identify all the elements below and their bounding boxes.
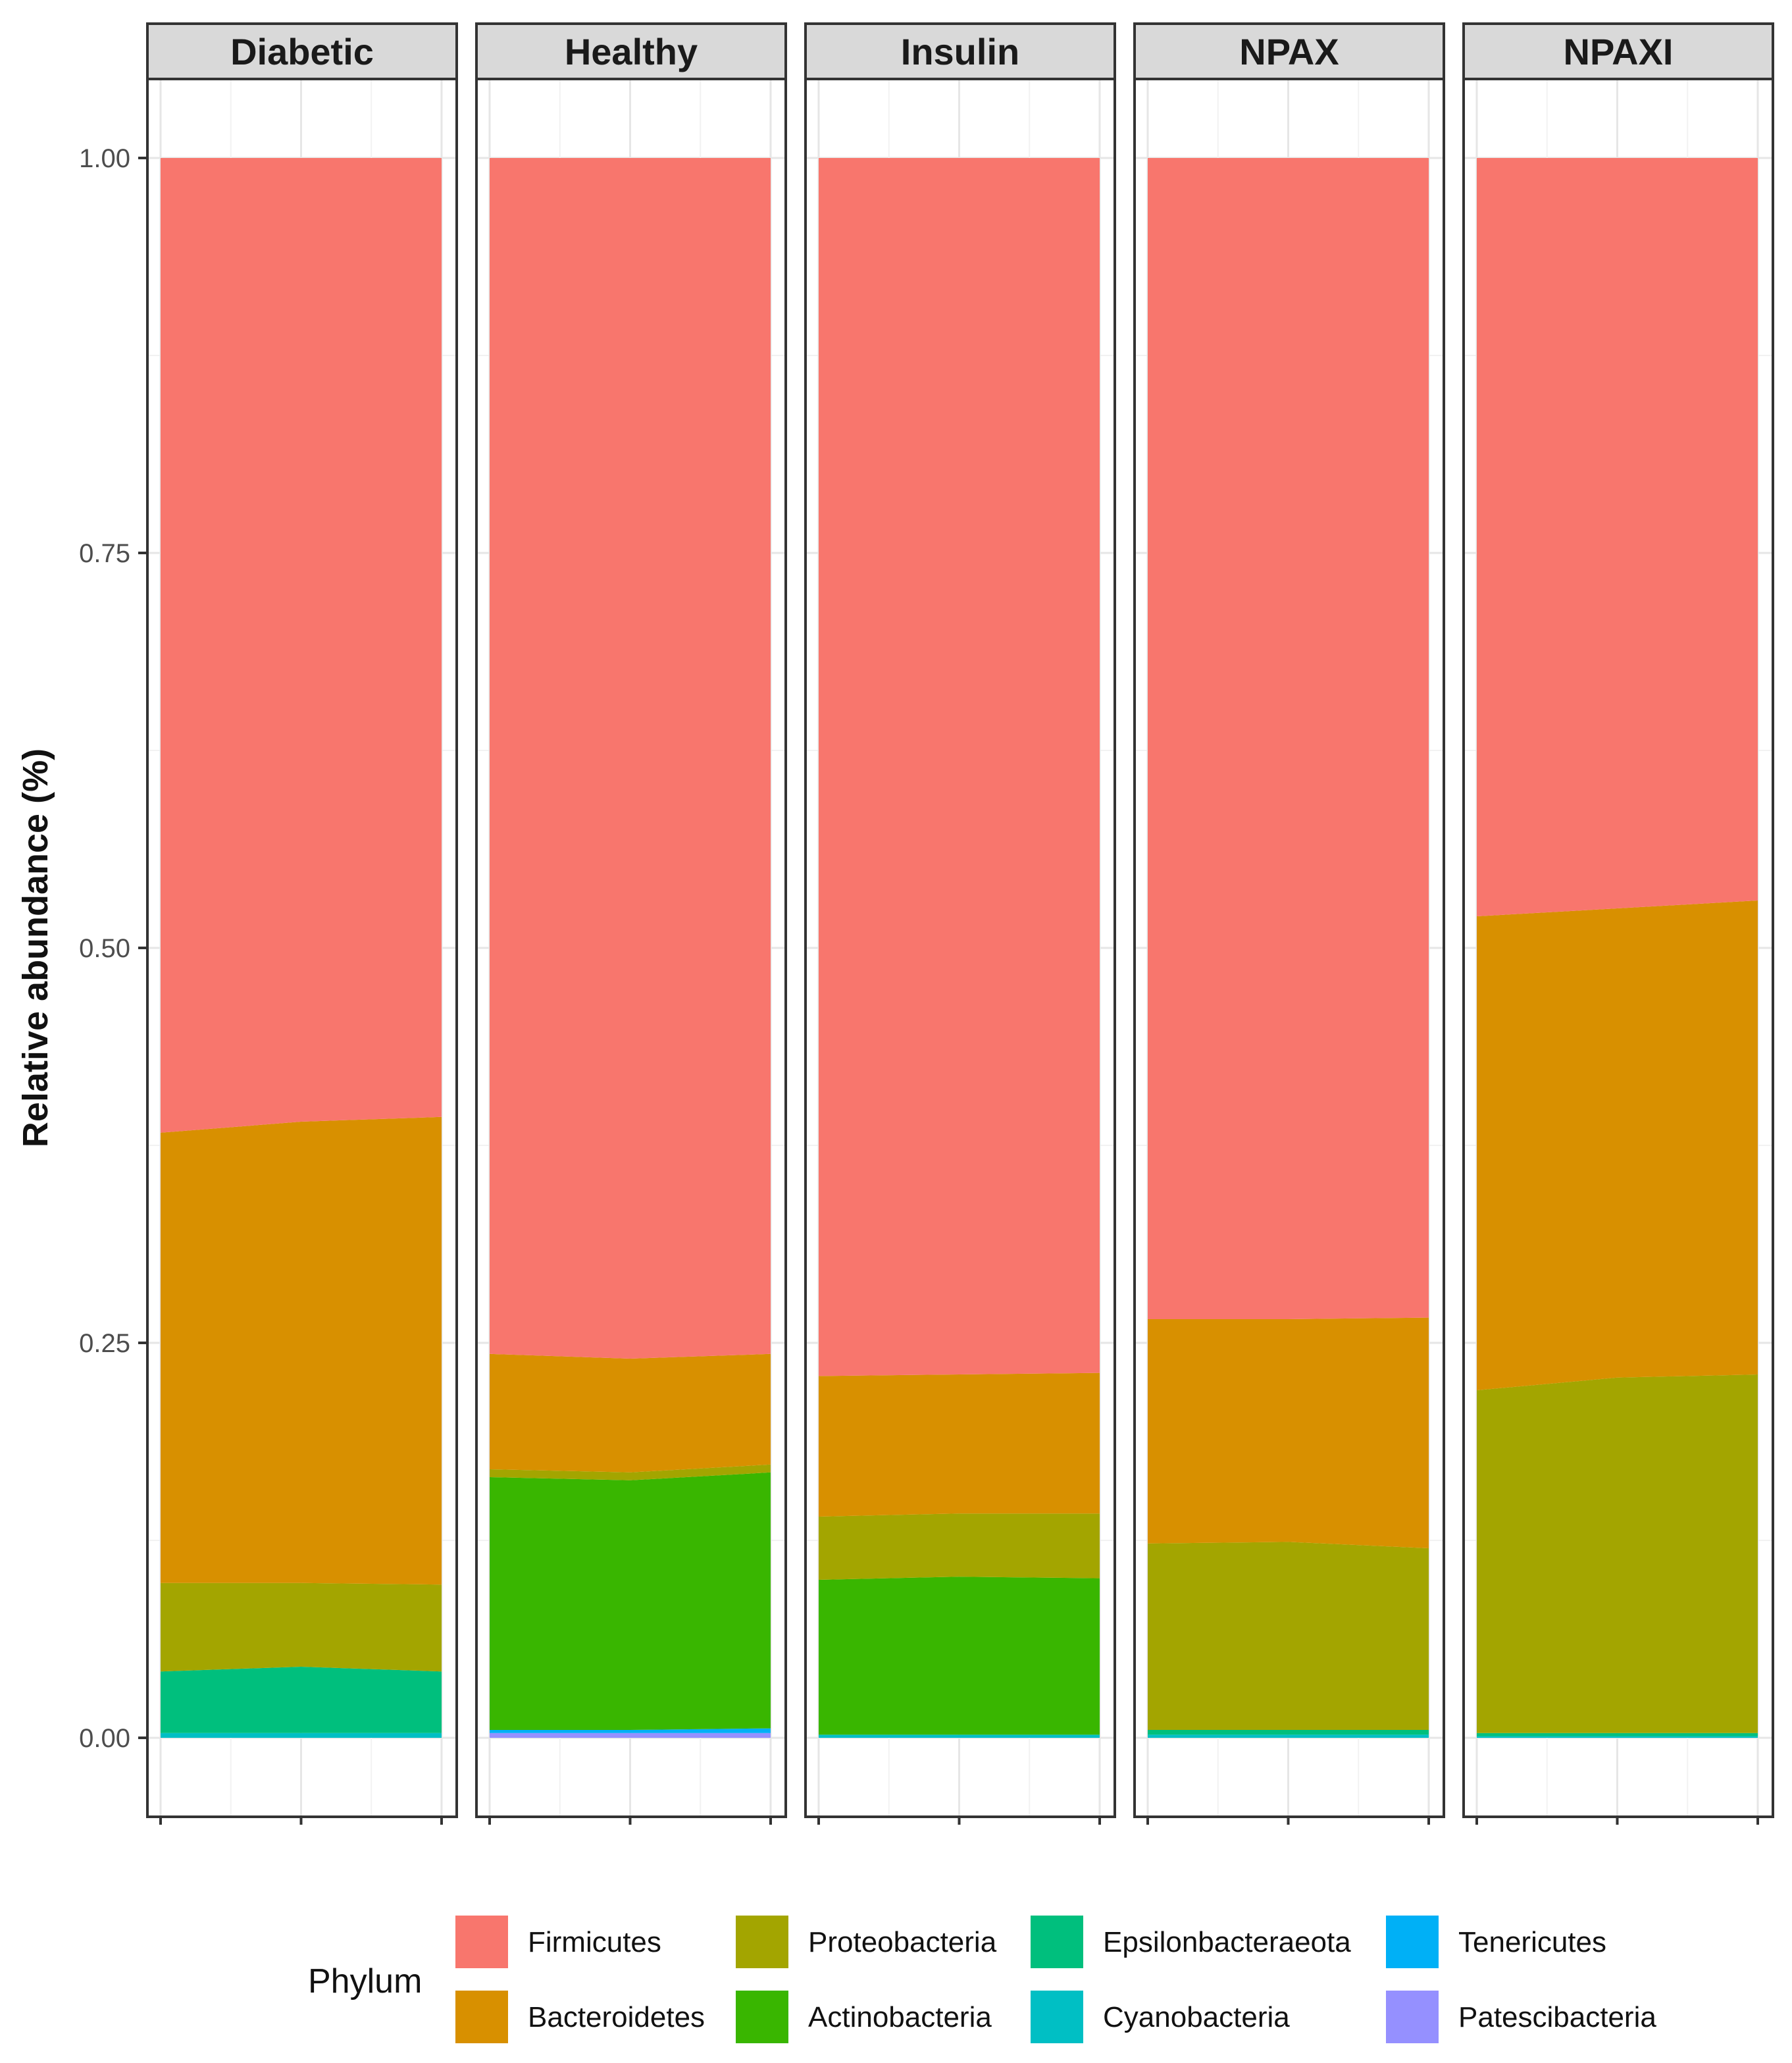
y-tick-label: 0.75	[79, 539, 130, 568]
area-patescibacteria	[490, 1733, 771, 1738]
legend-swatch	[736, 1916, 788, 1968]
legend-swatch	[1386, 1916, 1439, 1968]
area-proteobacteria	[1148, 1542, 1429, 1730]
legend-label: Tenericutes	[1458, 1926, 1606, 1958]
legend: Phylum Firmicutes Bacteroidetes Proteobact…	[308, 1916, 1656, 2043]
legend-item-firmicutes: Firmicutes	[455, 1916, 661, 1968]
legend-label: Proteobacteria	[808, 1926, 997, 1958]
stacked-areas	[1477, 158, 1758, 1738]
legend-item-proteobacteria: Proteobacteria	[736, 1916, 997, 1968]
panel-npax: NPAX	[1133, 22, 1445, 1825]
area-bacteroidetes	[490, 1353, 771, 1473]
legend-swatch	[1031, 1916, 1083, 1968]
area-firmicutes	[1148, 158, 1429, 1319]
panel-insulin: Insulin	[804, 22, 1116, 1825]
area-cyanobacteria	[1148, 1735, 1429, 1738]
y-axis-title: Relative abundance (%)	[16, 748, 55, 1147]
area-bacteroidetes	[161, 1116, 442, 1585]
facet-strip-label: Diabetic	[230, 31, 374, 72]
facet-panels: Diabetic Healthy Insulin NPAX NPAXI	[146, 22, 1774, 1825]
legend-swatch	[455, 1916, 508, 1968]
area-firmicutes	[161, 158, 442, 1133]
facet-strip	[1462, 22, 1774, 80]
area-proteobacteria	[819, 1513, 1100, 1580]
panel-diabetic: Diabetic	[146, 22, 458, 1825]
legend-swatch	[1386, 1991, 1439, 2043]
area-proteobacteria	[1477, 1374, 1758, 1733]
y-tick-label: 0.00	[79, 1724, 130, 1753]
area-epsilonbacteraeota	[1477, 1733, 1758, 1737]
area-actinobacteria	[490, 1472, 771, 1730]
facet-strip	[475, 22, 787, 80]
facet-strip-label: NPAXI	[1564, 31, 1674, 72]
area-cyanobacteria	[161, 1733, 442, 1738]
stacked-areas	[819, 158, 1100, 1738]
legend-item-actinobacteria: Actinobacteria	[736, 1991, 992, 2043]
legend-title: Phylum	[308, 1962, 422, 2000]
legend-swatch	[1031, 1991, 1083, 2043]
legend-swatch	[736, 1991, 788, 2043]
area-proteobacteria	[161, 1582, 442, 1672]
legend-swatch	[455, 1991, 508, 2043]
legend-item-tenericutes: Tenericutes	[1386, 1916, 1606, 1968]
area-bacteroidetes	[1477, 901, 1758, 1390]
panel-healthy: Healthy	[475, 22, 787, 1825]
area-epsilonbacteraeota	[161, 1667, 442, 1733]
legend-item-epsilonbacteraeota: Epsilonbacteraeota	[1031, 1916, 1351, 1968]
legend-item-patescibacteria: Patescibacteria	[1386, 1991, 1656, 2043]
legend-item-bacteroidetes: Bacteroidetes	[455, 1991, 705, 2043]
panel-npaxi: NPAXI	[1462, 22, 1774, 1825]
area-firmicutes	[490, 158, 771, 1359]
stacked-areas	[1148, 158, 1429, 1738]
y-axis: 0.00 0.25 0.50 0.75 1.00	[79, 144, 147, 1753]
y-tick-label: 0.50	[79, 934, 130, 963]
facet-strip	[146, 22, 458, 80]
legend-label: Cyanobacteria	[1103, 2001, 1290, 2033]
area-bacteroidetes	[819, 1372, 1100, 1517]
legend-label: Actinobacteria	[808, 2001, 992, 2033]
y-tick-label: 1.00	[79, 144, 130, 173]
facet-strip-label: NPAX	[1239, 31, 1339, 72]
legend-label: Firmicutes	[528, 1926, 661, 1958]
area-tenericutes	[490, 1728, 771, 1733]
legend-label: Bacteroidetes	[528, 2001, 705, 2033]
facet-strip-label: Insulin	[901, 31, 1019, 72]
facet-strip	[804, 22, 1116, 80]
facet-strip-label: Healthy	[565, 31, 698, 72]
area-firmicutes	[819, 158, 1100, 1376]
area-cyanobacteria	[819, 1735, 1100, 1738]
area-firmicutes	[1477, 158, 1758, 916]
facet-strip	[1133, 22, 1445, 80]
stacked-areas	[490, 158, 771, 1738]
legend-label: Epsilonbacteraeota	[1103, 1926, 1351, 1958]
area-actinobacteria	[819, 1577, 1100, 1735]
area-bacteroidetes	[1148, 1317, 1429, 1548]
area-cyanobacteria	[1477, 1736, 1758, 1738]
legend-item-cyanobacteria: Cyanobacteria	[1031, 1991, 1290, 2043]
stacked-areas	[161, 158, 442, 1738]
y-tick-label: 0.25	[79, 1329, 130, 1358]
area-epsilonbacteraeota	[1148, 1730, 1429, 1735]
legend-label: Patescibacteria	[1458, 2001, 1656, 2033]
